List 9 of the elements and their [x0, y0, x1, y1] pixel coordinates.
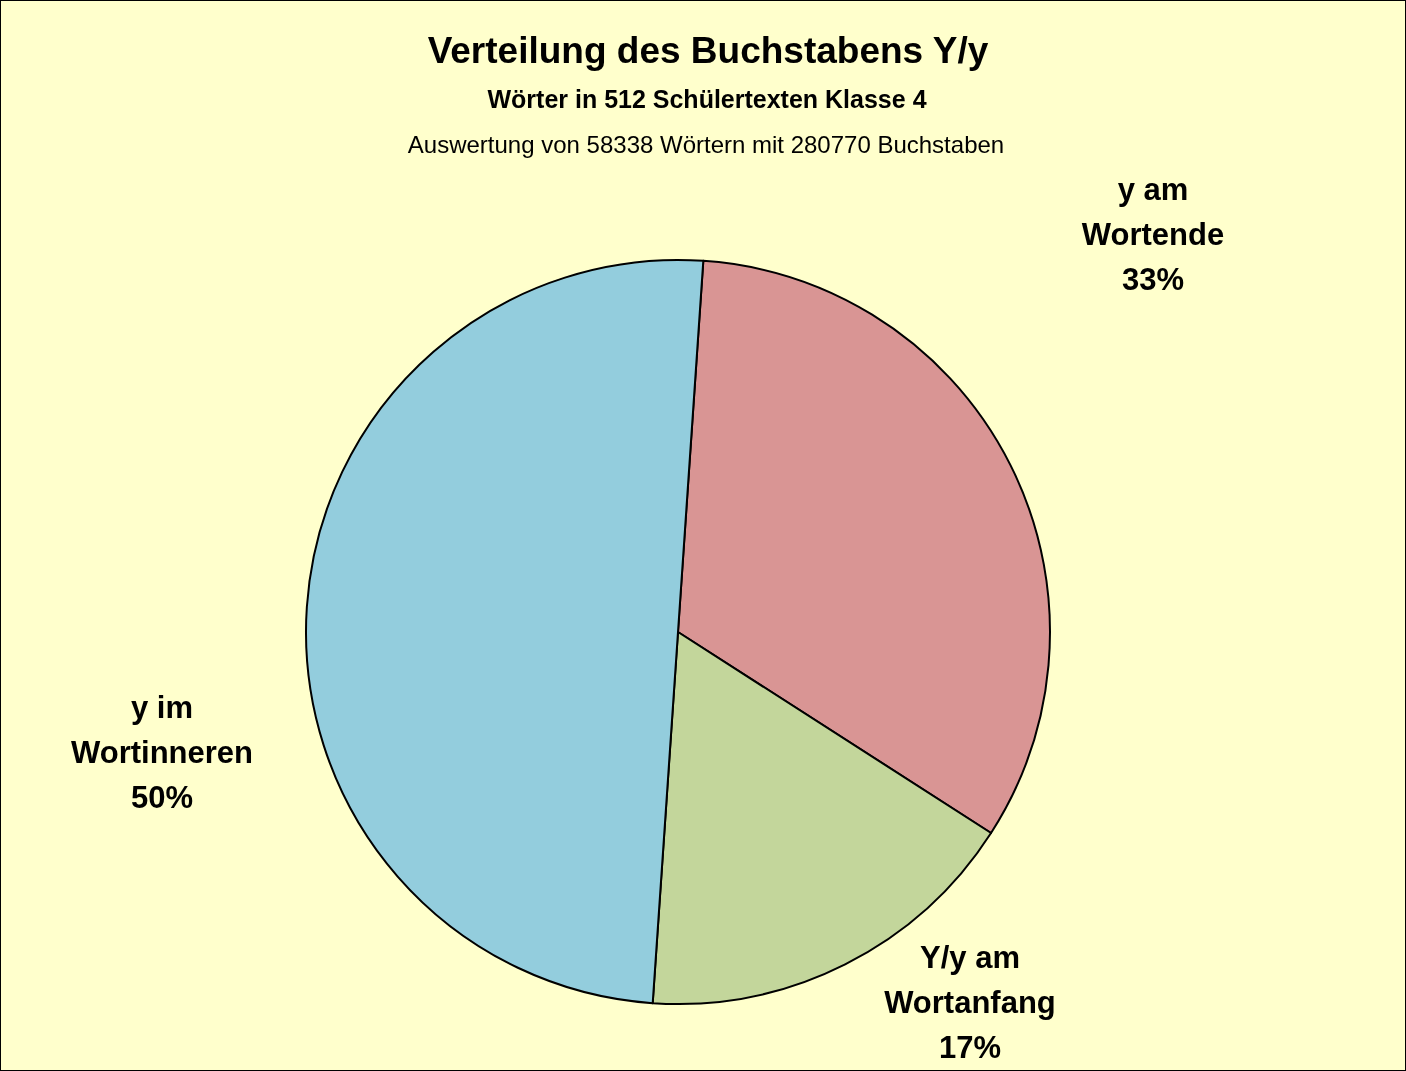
data-label: 33% — [1121, 262, 1185, 297]
slice-label: Y/y am Wortanfang — [884, 940, 1056, 1020]
text: Auswertung von 58338 Wörtern mit 280770 Buchstaben — [407, 131, 1005, 158]
slice-label: y am Wortende — [1081, 172, 1225, 252]
slice-label: y im Wortinneren — [71, 690, 253, 770]
data-label: 50% — [130, 780, 194, 815]
data-label: 17% — [938, 1030, 1002, 1065]
chart-subtitle: Wörter in 512 Schülertexten Klasse 4 — [487, 85, 927, 113]
chart-title: Verteilung des Buchstabens Y/y — [427, 30, 989, 71]
